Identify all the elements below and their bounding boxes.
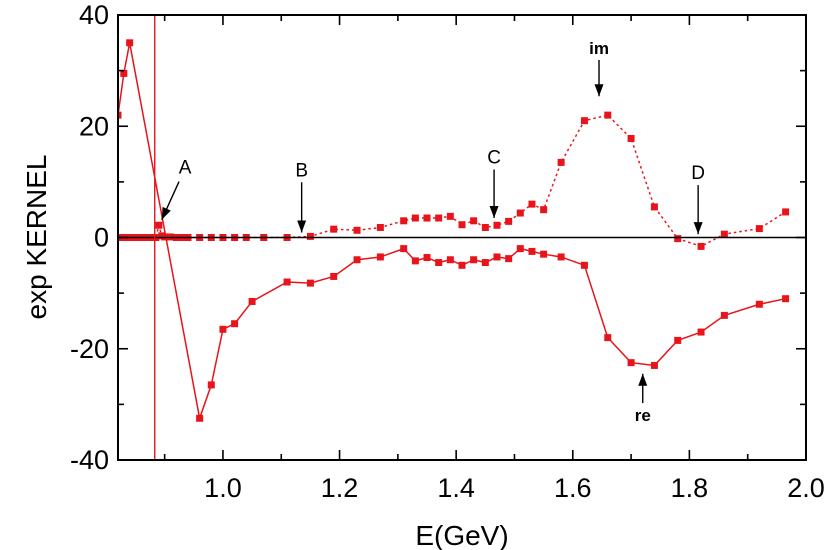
- data-point-re: [674, 336, 682, 344]
- data-point-re: [627, 359, 635, 367]
- data-point-im: [674, 235, 682, 243]
- data-point-im: [528, 200, 536, 208]
- data-point-im: [306, 232, 314, 240]
- data-point-im: [505, 217, 513, 225]
- annotation-arrow-head: [638, 373, 648, 386]
- x-tick-label: 1.2: [321, 473, 359, 503]
- data-point-im: [411, 214, 419, 222]
- data-point-im: [580, 117, 588, 125]
- data-point-im: [423, 214, 431, 222]
- data-point-re: [353, 256, 361, 264]
- data-point-re: [207, 381, 215, 389]
- data-point-re: [470, 256, 478, 264]
- data-point-re: [650, 361, 658, 369]
- data-point-im: [493, 221, 501, 229]
- data-point-re: [283, 278, 291, 286]
- data-point-re: [330, 272, 338, 280]
- data-point-re: [755, 300, 763, 308]
- data-point-im: [400, 217, 408, 225]
- data-point-re: [248, 297, 256, 305]
- series-line-re: [118, 42, 786, 422]
- data-point-re: [493, 253, 501, 261]
- data-point-re: [435, 259, 443, 267]
- data-point-im: [697, 242, 705, 250]
- data-point-im: [458, 221, 466, 229]
- data-point-im: [782, 208, 790, 216]
- y-axis-label: exp KERNEL: [21, 155, 52, 320]
- annotation-label-a: A: [179, 158, 192, 179]
- y-tick-label: 40: [79, 0, 109, 30]
- axis-ticks: 1.0 1.2 1.4 1.6 1.8 2.0 -40 -20 0 20 40: [70, 0, 825, 503]
- annotation-label-c: C: [487, 148, 501, 169]
- annotation-label-im: im: [589, 39, 609, 58]
- data-point-im: [330, 225, 338, 233]
- data-point-im: [540, 206, 548, 214]
- x-tick-label: 1.0: [204, 473, 242, 503]
- data-point-im: [435, 214, 443, 222]
- data-point-im: [627, 134, 635, 142]
- series-line-im: [118, 114, 786, 248]
- data-point-re: [376, 253, 384, 261]
- data-point-re: [458, 261, 466, 269]
- y-tick-label: 20: [79, 111, 109, 141]
- annotation-label-d: D: [691, 163, 705, 184]
- data-point-im: [650, 203, 658, 211]
- data-point-im: [376, 223, 384, 231]
- data-point-im: [755, 225, 763, 233]
- annotation-arrow-head: [693, 222, 703, 235]
- data-point-re: [411, 257, 419, 265]
- data-point-im: [353, 226, 361, 234]
- y-tick-label: -40: [70, 445, 109, 475]
- annotation-arrow-head: [297, 220, 307, 233]
- data-point-re: [196, 414, 204, 422]
- annotation-label-re: re: [635, 406, 651, 425]
- data-point-re: [580, 261, 588, 269]
- data-point-re: [505, 255, 513, 263]
- data-point-re: [120, 69, 128, 77]
- x-tick-label: 1.4: [437, 473, 475, 503]
- data-point-re: [557, 253, 565, 261]
- annotation-arrow-head: [489, 206, 499, 219]
- annotations: A B C Dim re: [161, 39, 705, 425]
- data-point-re: [481, 259, 489, 267]
- data-point-im: [446, 212, 454, 220]
- data-point-re: [697, 328, 705, 336]
- x-axis-label: E(GeV): [415, 520, 508, 550]
- data-point-re: [540, 250, 548, 258]
- data-point-im: [604, 111, 612, 119]
- series-layer: [118, 39, 790, 422]
- data-point-im: [470, 217, 478, 225]
- data-point-re: [446, 256, 454, 264]
- data-point-re: [126, 39, 134, 47]
- data-point-im: [720, 230, 728, 238]
- x-tick-label: 2.0: [787, 473, 825, 503]
- annotation-arrow-head: [161, 206, 171, 220]
- data-point-re: [118, 111, 122, 119]
- data-point-re: [528, 247, 536, 255]
- data-point-re: [306, 279, 314, 287]
- data-point-re: [219, 325, 227, 333]
- y-tick-label: -20: [70, 334, 109, 364]
- x-tick-label: 1.6: [554, 473, 592, 503]
- annotation-arrow-head: [594, 84, 604, 97]
- y-tick-label: 0: [94, 223, 109, 253]
- data-point-re: [423, 254, 431, 262]
- data-point-re: [400, 245, 408, 253]
- data-point-im: [481, 223, 489, 231]
- data-point-re: [516, 245, 524, 253]
- annotation-label-b: B: [295, 160, 308, 181]
- data-point-re: [231, 320, 239, 328]
- data-point-re: [782, 295, 790, 303]
- x-tick-label: 1.8: [671, 473, 709, 503]
- data-point-re: [604, 334, 612, 342]
- data-point-re: [720, 311, 728, 319]
- data-point-im: [155, 221, 163, 229]
- data-point-im: [516, 209, 524, 217]
- data-point-im: [557, 158, 565, 166]
